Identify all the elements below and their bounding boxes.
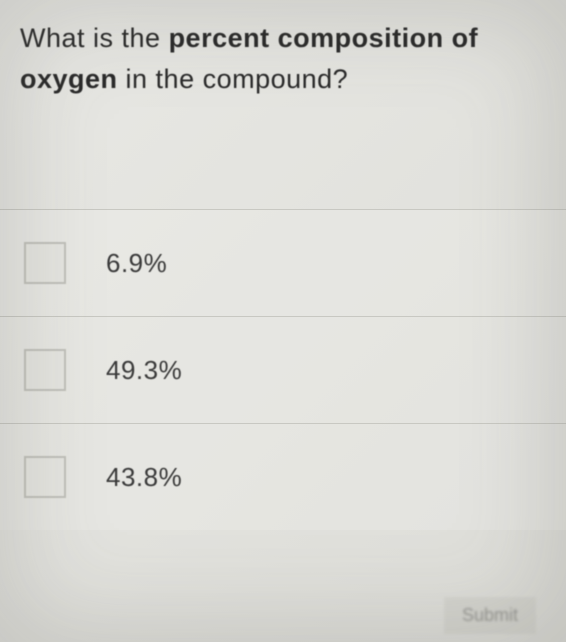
option-label: 49.3% — [106, 355, 182, 386]
option-checkbox-1[interactable] — [24, 242, 66, 284]
question-bold1: percent composition of — [169, 23, 479, 53]
question-part3: in the compound? — [118, 64, 349, 94]
option-row[interactable]: 6.9% — [0, 209, 566, 316]
option-row[interactable]: 43.8% — [0, 423, 566, 530]
option-checkbox-2[interactable] — [24, 349, 66, 391]
submit-button[interactable]: Submit — [444, 597, 536, 634]
option-row[interactable]: 49.3% — [0, 316, 566, 423]
option-label: 43.8% — [106, 462, 182, 493]
submit-area: Submit — [414, 589, 566, 642]
question-bold2: oxygen — [20, 64, 118, 94]
option-checkbox-3[interactable] — [24, 456, 66, 498]
option-label: 6.9% — [106, 248, 167, 279]
question-text: What is the percent composition of oxyge… — [20, 18, 546, 99]
question-container: What is the percent composition of oxyge… — [0, 0, 566, 139]
question-part1: What is the — [20, 23, 169, 53]
options-list: 6.9% 49.3% 43.8% — [0, 209, 566, 530]
